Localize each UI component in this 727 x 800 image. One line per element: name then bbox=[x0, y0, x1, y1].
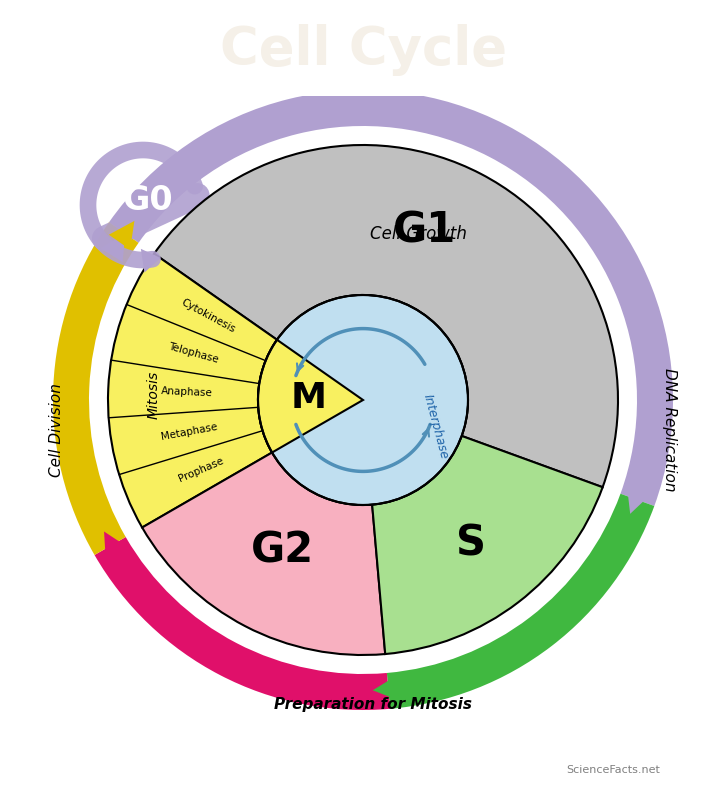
Polygon shape bbox=[141, 249, 161, 273]
Text: ScienceFacts.net: ScienceFacts.net bbox=[566, 765, 660, 775]
Wedge shape bbox=[142, 453, 385, 655]
Polygon shape bbox=[373, 675, 400, 701]
Wedge shape bbox=[95, 537, 390, 710]
Text: Cell Division: Cell Division bbox=[49, 383, 63, 477]
Text: Anaphase: Anaphase bbox=[161, 386, 213, 398]
Wedge shape bbox=[387, 494, 654, 709]
Text: Cell Cycle: Cell Cycle bbox=[220, 24, 507, 76]
Wedge shape bbox=[109, 90, 673, 506]
Text: M: M bbox=[291, 381, 326, 414]
Text: Preparation for Mitosis: Preparation for Mitosis bbox=[274, 698, 472, 713]
Wedge shape bbox=[258, 340, 363, 453]
Text: Telophase: Telophase bbox=[167, 341, 220, 365]
Polygon shape bbox=[100, 233, 125, 262]
Polygon shape bbox=[109, 221, 134, 250]
Wedge shape bbox=[154, 145, 618, 487]
Text: Metaphase: Metaphase bbox=[161, 422, 219, 442]
Text: Interphase: Interphase bbox=[421, 392, 451, 460]
Wedge shape bbox=[53, 222, 139, 555]
Text: Cytokinesis: Cytokinesis bbox=[180, 297, 237, 334]
Text: G1: G1 bbox=[393, 210, 456, 252]
Text: G0: G0 bbox=[123, 183, 173, 217]
Text: Cell Growth: Cell Growth bbox=[369, 226, 467, 243]
Text: S: S bbox=[457, 522, 486, 565]
Polygon shape bbox=[104, 531, 128, 561]
Text: DNA Replication: DNA Replication bbox=[662, 368, 678, 492]
Wedge shape bbox=[108, 254, 277, 527]
Text: Prophase: Prophase bbox=[177, 456, 225, 485]
Text: Mitosis: Mitosis bbox=[147, 371, 161, 419]
Polygon shape bbox=[627, 485, 651, 514]
Circle shape bbox=[258, 295, 468, 505]
Wedge shape bbox=[372, 436, 603, 654]
Text: G2: G2 bbox=[251, 530, 314, 572]
